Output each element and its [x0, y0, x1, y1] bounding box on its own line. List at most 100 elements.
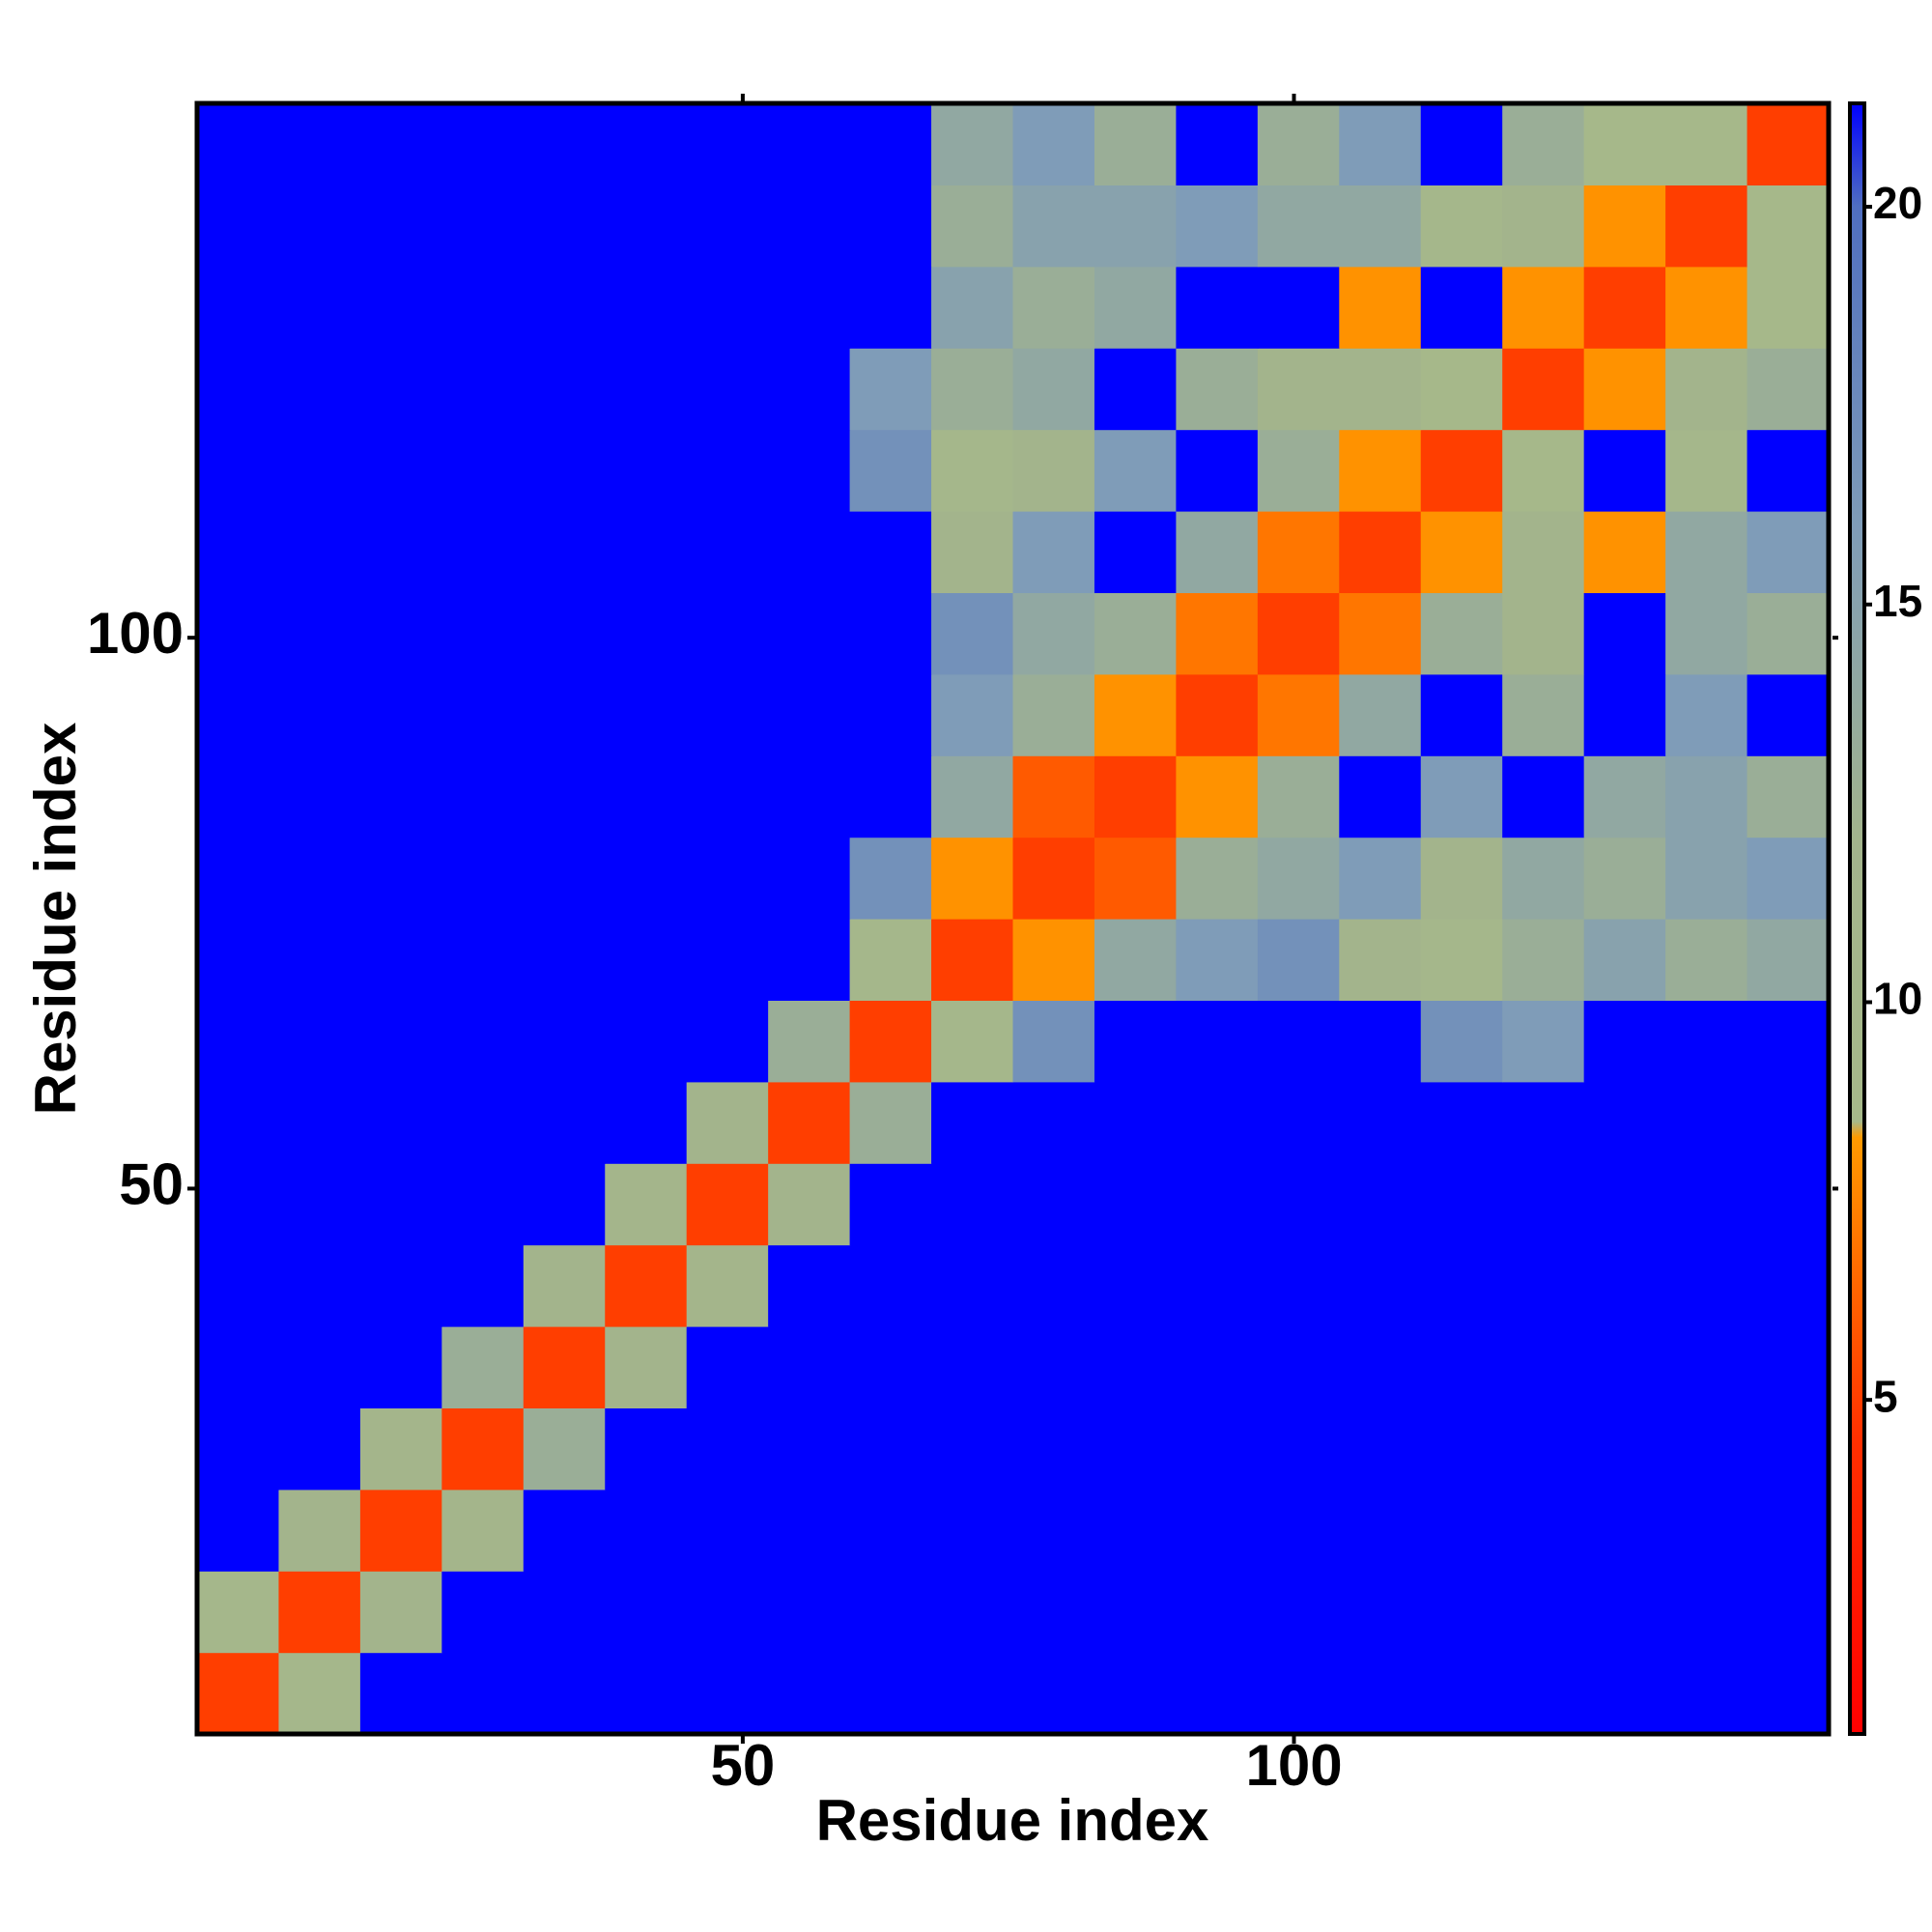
heatmap-cell — [768, 592, 851, 675]
heatmap-cell — [278, 837, 361, 920]
heatmap-cell — [849, 1407, 932, 1491]
heatmap-cell — [686, 919, 769, 1001]
heatmap-cell — [768, 1407, 851, 1491]
heatmap-cell — [849, 185, 932, 268]
heatmap-cell — [1665, 1571, 1748, 1654]
heatmap-cell — [849, 1571, 932, 1654]
heatmap-cell — [1502, 1244, 1585, 1327]
heatmap-cell — [197, 755, 280, 838]
heatmap-cell — [1094, 1244, 1177, 1327]
heatmap-cell — [1012, 429, 1095, 512]
heatmap-cell — [197, 429, 280, 512]
heatmap-cell — [1665, 592, 1748, 675]
heatmap-cell — [768, 348, 851, 431]
heatmap-cell — [1176, 755, 1259, 838]
heatmap-cell — [1583, 919, 1666, 1001]
heatmap-cell — [1176, 592, 1259, 675]
heatmap-cell — [768, 837, 851, 920]
heatmap-cell — [1339, 103, 1422, 185]
heatmap-cell — [1583, 1163, 1666, 1246]
heatmap-cell — [1094, 1571, 1177, 1654]
heatmap-cell — [359, 1081, 442, 1164]
heatmap-cell — [1747, 1652, 1830, 1735]
heatmap-cell — [1583, 1652, 1666, 1735]
heatmap-cell — [1420, 1326, 1503, 1408]
heatmap-cell — [605, 1000, 688, 1083]
heatmap-cell — [605, 1081, 688, 1164]
heatmap-cell — [1583, 1326, 1666, 1408]
heatmap-cell — [441, 1326, 525, 1408]
heatmap-cell — [1665, 1163, 1748, 1246]
heatmap-cell — [1257, 673, 1340, 756]
heatmap-cell — [686, 1407, 769, 1491]
heatmap-cell — [359, 429, 442, 512]
heatmap-cell — [849, 511, 932, 593]
heatmap-cell — [1502, 511, 1585, 593]
heatmap-cell — [1012, 1326, 1095, 1408]
heatmap-cell — [1176, 1000, 1259, 1083]
heatmap-cell — [1176, 185, 1259, 268]
heatmap-cell — [605, 266, 688, 349]
heatmap-cell — [278, 185, 361, 268]
heatmap-cell — [1012, 755, 1095, 838]
heatmap-cell — [686, 673, 769, 756]
heatmap-cell — [605, 1571, 688, 1654]
heatmap-cell — [768, 429, 851, 512]
heatmap-cell — [931, 1163, 1014, 1246]
heatmap-cell — [931, 1489, 1014, 1572]
heatmap-cell — [1502, 673, 1585, 756]
heatmap-cell — [686, 348, 769, 431]
heatmap-cell — [605, 1407, 688, 1491]
heatmap-cell — [523, 1081, 606, 1164]
heatmap-cell — [1747, 592, 1830, 675]
heatmap-cell — [1502, 1163, 1585, 1246]
heatmap-cell — [523, 1000, 606, 1083]
heatmap-cell — [1339, 511, 1422, 593]
heatmap-cell — [1420, 185, 1503, 268]
heatmap-cell — [849, 1489, 932, 1572]
heatmap-cell — [359, 1652, 442, 1735]
heatmap-cell — [1420, 1000, 1503, 1083]
heatmap-cell — [1747, 1000, 1830, 1083]
heatmap-cell — [441, 1407, 525, 1491]
heatmap-cell — [1339, 185, 1422, 268]
heatmap-cell — [1665, 673, 1748, 756]
heatmap-cell — [1094, 266, 1177, 349]
heatmap-cell — [1012, 837, 1095, 920]
heatmap-cell — [931, 755, 1014, 838]
heatmap-cell — [1339, 1163, 1422, 1246]
heatmap-cell — [605, 1244, 688, 1327]
heatmap-cell — [1502, 429, 1585, 512]
heatmap-cell — [1094, 592, 1177, 675]
heatmap-cell — [1094, 348, 1177, 431]
heatmap-cell — [278, 592, 361, 675]
heatmap-cell — [686, 755, 769, 838]
heatmap-cell — [1583, 185, 1666, 268]
heatmap-cell — [197, 592, 280, 675]
heatmap-cell — [686, 1652, 769, 1735]
heatmap-cell — [1094, 1407, 1177, 1491]
heatmap-cell — [1502, 1000, 1585, 1083]
heatmap-cell — [1665, 348, 1748, 431]
heatmap-cell — [1583, 348, 1666, 431]
heatmap-cell — [1012, 348, 1095, 431]
heatmap-cell — [931, 1407, 1014, 1491]
heatmap-cell — [1502, 1326, 1585, 1408]
heatmap-cell — [768, 1244, 851, 1327]
heatmap-cell — [1257, 592, 1340, 675]
heatmap-cell — [1583, 1407, 1666, 1491]
heatmap-cell — [1257, 837, 1340, 920]
heatmap-cell — [441, 1163, 525, 1246]
heatmap-cell — [1502, 1407, 1585, 1491]
heatmap-cell — [197, 1081, 280, 1164]
heatmap-cell — [441, 592, 525, 675]
heatmap-cell — [1257, 1652, 1340, 1735]
heatmap-cell — [523, 1407, 606, 1491]
heatmap-cell — [197, 266, 280, 349]
heatmap-cell — [1420, 348, 1503, 431]
heatmap-cell — [768, 1163, 851, 1246]
heatmap-cell — [1502, 1652, 1585, 1735]
heatmap-cell — [686, 1000, 769, 1083]
heatmap-cell — [1339, 1000, 1422, 1083]
